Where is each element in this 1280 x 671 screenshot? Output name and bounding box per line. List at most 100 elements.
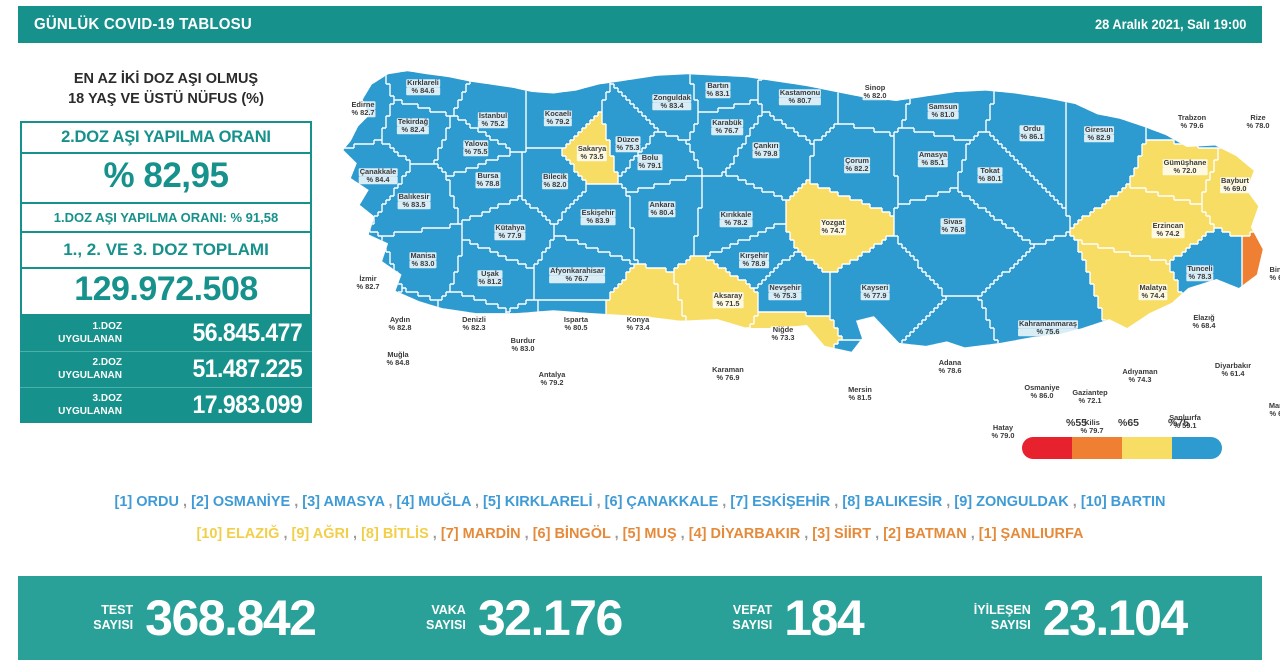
province-shape[interactable] xyxy=(1146,188,1207,193)
province-shape[interactable] xyxy=(786,436,923,441)
province-shape[interactable] xyxy=(646,264,679,269)
province-shape[interactable] xyxy=(990,284,1095,289)
province-shape[interactable] xyxy=(466,448,643,453)
province-shape[interactable] xyxy=(526,124,587,129)
province-shape[interactable] xyxy=(606,132,655,137)
province-shape[interactable] xyxy=(690,144,743,149)
province-shape[interactable] xyxy=(986,312,1103,317)
province-shape[interactable] xyxy=(642,448,783,453)
province-shape[interactable] xyxy=(1102,308,1179,313)
province-shape[interactable] xyxy=(834,320,923,325)
province-shape[interactable] xyxy=(526,120,591,125)
province-shape[interactable] xyxy=(1022,164,1067,169)
province-shape[interactable] xyxy=(630,260,639,265)
province-shape[interactable] xyxy=(686,176,703,181)
province-shape[interactable] xyxy=(1146,140,1175,145)
province-shape[interactable] xyxy=(330,220,375,225)
province-shape[interactable] xyxy=(606,312,683,317)
province-shape[interactable] xyxy=(1214,228,1223,233)
province-shape[interactable] xyxy=(838,96,911,101)
province-shape[interactable] xyxy=(554,236,567,241)
province-shape[interactable] xyxy=(902,120,987,125)
province-shape[interactable] xyxy=(462,392,475,397)
province-shape[interactable] xyxy=(1070,368,1111,373)
province-shape[interactable] xyxy=(1250,324,1267,329)
province-shape[interactable] xyxy=(918,428,939,433)
province-shape[interactable] xyxy=(1066,76,1139,81)
province-shape[interactable] xyxy=(1170,388,1203,393)
province-shape[interactable] xyxy=(438,332,499,337)
province-shape[interactable] xyxy=(1226,340,1270,345)
province-shape[interactable] xyxy=(1090,280,1179,285)
province-shape[interactable] xyxy=(1226,128,1270,133)
province-shape[interactable] xyxy=(986,120,1067,125)
province-shape[interactable] xyxy=(1226,92,1270,97)
province-shape[interactable] xyxy=(522,172,579,177)
province-shape[interactable] xyxy=(758,292,831,297)
province-shape[interactable] xyxy=(1186,372,1270,377)
province-shape[interactable] xyxy=(510,152,523,157)
province-shape[interactable] xyxy=(1178,308,1251,313)
province-shape[interactable] xyxy=(1134,52,1227,57)
province-shape[interactable] xyxy=(446,112,455,117)
province-shape[interactable] xyxy=(842,264,919,269)
province-shape[interactable] xyxy=(674,272,731,277)
province-shape[interactable] xyxy=(642,460,783,465)
province-shape[interactable] xyxy=(554,340,607,345)
province-shape[interactable] xyxy=(1054,236,1075,241)
province-shape[interactable] xyxy=(898,240,1031,245)
province-shape[interactable] xyxy=(1066,72,1139,77)
province-shape[interactable] xyxy=(634,156,695,161)
province-shape[interactable] xyxy=(654,124,695,129)
province-shape[interactable] xyxy=(894,164,963,169)
province-shape[interactable] xyxy=(486,132,527,137)
province-shape[interactable] xyxy=(1226,76,1270,81)
province-shape[interactable] xyxy=(826,132,891,137)
province-shape[interactable] xyxy=(802,252,863,257)
province-shape[interactable] xyxy=(998,84,1067,89)
province-shape[interactable] xyxy=(642,424,787,429)
province-shape[interactable] xyxy=(1046,240,1079,245)
province-shape[interactable] xyxy=(1210,216,1270,221)
province-shape[interactable] xyxy=(370,228,423,233)
province-shape[interactable] xyxy=(1002,352,1083,357)
province-shape[interactable] xyxy=(1066,60,1139,65)
province-shape[interactable] xyxy=(782,452,923,457)
province-shape[interactable] xyxy=(330,176,403,181)
province-shape[interactable] xyxy=(774,380,807,385)
province-shape[interactable] xyxy=(330,224,335,229)
province-shape[interactable] xyxy=(538,308,607,313)
province-shape[interactable] xyxy=(602,100,631,105)
province-shape[interactable] xyxy=(490,356,543,361)
province-shape[interactable] xyxy=(390,112,447,117)
province-shape[interactable] xyxy=(330,440,467,445)
province-shape[interactable] xyxy=(330,108,391,113)
province-shape[interactable] xyxy=(758,300,831,305)
province-shape[interactable] xyxy=(822,136,895,141)
province-shape[interactable] xyxy=(630,100,699,105)
province-shape[interactable] xyxy=(902,244,1035,249)
province-shape[interactable] xyxy=(606,356,679,361)
province-shape[interactable] xyxy=(330,260,391,265)
province-shape[interactable] xyxy=(814,140,895,145)
province-shape[interactable] xyxy=(762,280,831,285)
province-shape[interactable] xyxy=(594,116,603,121)
province-shape[interactable] xyxy=(574,200,631,205)
province-shape[interactable] xyxy=(382,208,459,213)
province-shape[interactable] xyxy=(606,344,687,349)
province-shape[interactable] xyxy=(918,424,947,429)
province-shape[interactable] xyxy=(330,240,383,245)
province-shape[interactable] xyxy=(474,64,523,69)
province-shape[interactable] xyxy=(522,372,611,377)
province-shape[interactable] xyxy=(738,148,815,153)
province-shape[interactable] xyxy=(606,56,687,61)
province-shape[interactable] xyxy=(786,228,895,233)
province-shape[interactable] xyxy=(374,216,459,221)
province-shape[interactable] xyxy=(810,160,895,165)
province-shape[interactable] xyxy=(462,236,555,241)
province-shape[interactable] xyxy=(522,68,611,73)
province-shape[interactable] xyxy=(798,248,871,253)
province-shape[interactable] xyxy=(330,456,463,461)
province-shape[interactable] xyxy=(814,260,851,265)
province-shape[interactable] xyxy=(330,396,463,401)
